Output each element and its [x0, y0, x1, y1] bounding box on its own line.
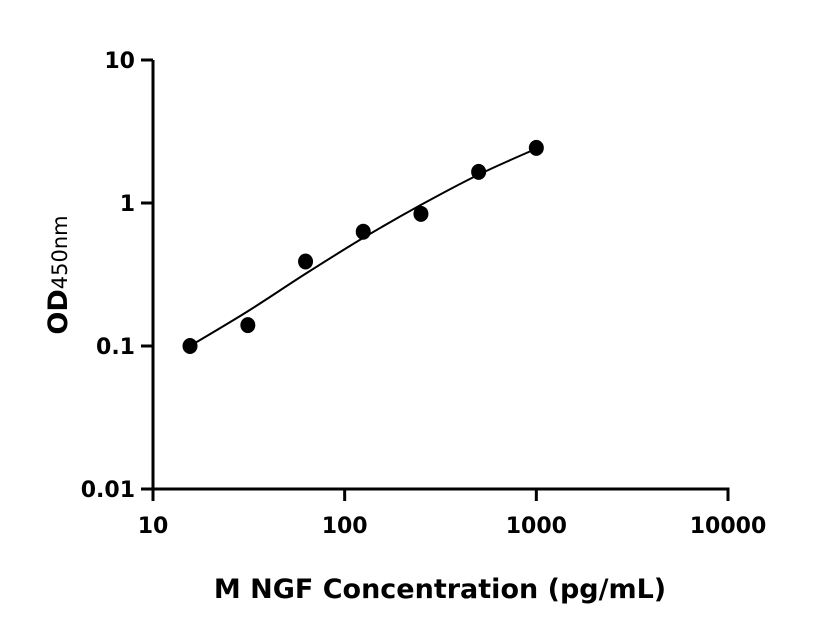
x-tick-label: 10000 [690, 514, 767, 539]
y-tick-label: 0.01 [81, 478, 135, 503]
x-axis-label: M NGF Concentration (pg/mL) [214, 574, 666, 605]
y-tick-label: 1 [120, 192, 135, 217]
data-points [182, 139, 544, 354]
data-point [413, 205, 429, 222]
data-point [182, 338, 198, 354]
x-tick-label: 100 [322, 514, 368, 539]
data-point [240, 317, 256, 334]
y-tick-label: 0.1 [96, 335, 135, 360]
data-point [355, 223, 371, 240]
axes: 10 100 1000 10000 0.01 0.1 1 10 [81, 49, 767, 539]
fit-curve [189, 147, 537, 347]
y-axis-label-main: OD [43, 289, 74, 334]
y-tick-label: 10 [104, 49, 135, 74]
y-axis-label-sub: 450nm [48, 215, 72, 289]
y-axis-label: OD450nm [43, 215, 74, 334]
data-point [471, 163, 487, 180]
x-tick-label: 10 [138, 514, 169, 539]
x-tick-label: 1000 [506, 514, 567, 539]
data-point [528, 139, 544, 156]
data-point [298, 253, 314, 270]
